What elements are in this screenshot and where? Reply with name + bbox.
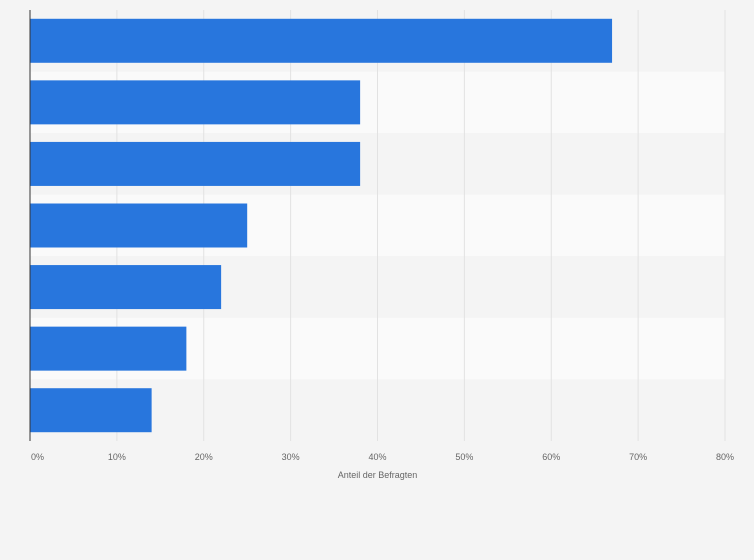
bar xyxy=(30,80,361,125)
x-tick-label: 10% xyxy=(108,452,126,462)
x-axis-ticks: 0% 10% 20% 30% 40% 50% 60% 70% 80% xyxy=(31,452,734,462)
x-tick-label: 20% xyxy=(195,452,213,462)
bar xyxy=(30,203,248,248)
x-axis-title: Anteil der Befragten xyxy=(338,470,418,480)
x-tick-label: 0% xyxy=(31,452,44,462)
bar xyxy=(30,326,187,371)
x-tick-label: 80% xyxy=(716,452,734,462)
x-tick-label: 60% xyxy=(542,452,560,462)
bar xyxy=(30,141,361,186)
bar xyxy=(30,388,152,433)
bar xyxy=(30,18,613,63)
bars xyxy=(30,18,613,433)
x-tick-label: 40% xyxy=(368,452,386,462)
bar xyxy=(30,265,222,310)
x-tick-label: 50% xyxy=(455,452,473,462)
x-tick-label: 70% xyxy=(629,452,647,462)
x-tick-label: 30% xyxy=(282,452,300,462)
